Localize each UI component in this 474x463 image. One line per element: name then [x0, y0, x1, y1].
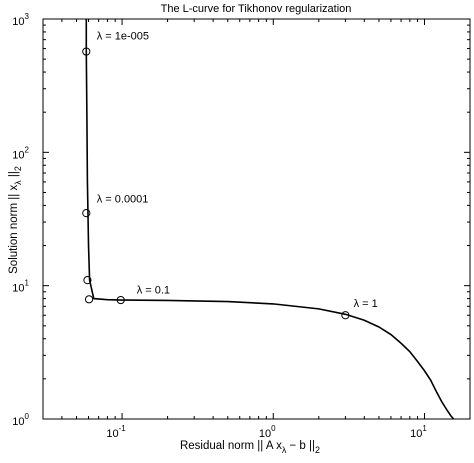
chart-title: The L-curve for Tikhonov regularization	[161, 3, 352, 15]
lambda-annotation: λ = 1e-005	[97, 31, 149, 43]
lambda-annotations: λ = 1e-005 λ = 0.0001 λ = 0.1 λ = 1	[97, 31, 378, 310]
curve-marker	[82, 209, 91, 218]
x-tick-label: 10-1	[106, 424, 126, 440]
curve-marker	[84, 295, 94, 304]
lambda-annotation: λ = 0.1	[137, 285, 170, 297]
x-axis-label: Residual norm || A xλ − b ||2	[180, 440, 320, 455]
curve-marker	[82, 47, 91, 56]
y-tick-label: 102	[12, 145, 29, 161]
plot-frame	[42, 18, 471, 420]
x-axis-ticks: 10-1 100 101	[61, 19, 427, 440]
y-tick-label: 100	[12, 412, 29, 428]
y-tick-label: 101	[12, 279, 29, 295]
curve-marker	[341, 311, 350, 320]
y-axis-ticks: 100 101 102 103	[12, 12, 470, 428]
curve-marker	[116, 295, 125, 305]
lambda-annotation: λ = 0.0001	[97, 194, 149, 206]
x-tick-label: 101	[410, 424, 427, 440]
l-curve-line	[85, 19, 455, 420]
y-tick-label: 103	[12, 12, 29, 28]
x-tick-label: 100	[259, 424, 276, 440]
curve-markers	[82, 47, 350, 320]
lambda-annotation: λ = 1	[354, 298, 378, 310]
y-axis-label: Solution norm || xλ ||2	[8, 166, 23, 274]
curve-marker	[83, 276, 92, 285]
